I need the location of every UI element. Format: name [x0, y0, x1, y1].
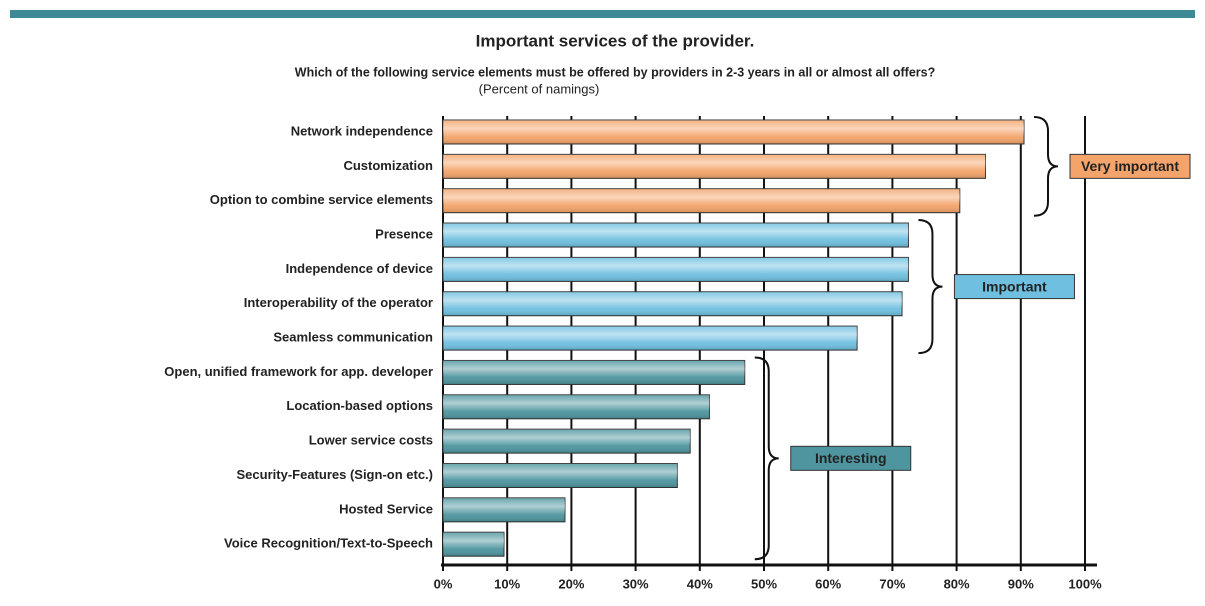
legend-box: [790, 445, 912, 471]
legend-box: [1069, 153, 1191, 179]
y-tick-label: Seamless communication: [273, 330, 433, 345]
legend-label: Interesting: [815, 450, 887, 466]
top-rule: [10, 10, 1195, 18]
legend-label: Important: [982, 278, 1047, 294]
bar: [442, 153, 986, 179]
x-tick-label: 80%: [944, 576, 970, 591]
x-tick-label: 90%: [1008, 576, 1034, 591]
bar: [442, 119, 1025, 145]
x-tick-label: 60%: [815, 576, 841, 591]
x-tick-label: 30%: [623, 576, 649, 591]
y-tick-label: Open, unified framework for app. develop…: [164, 364, 433, 379]
y-tick-label: Hosted Service: [339, 501, 433, 516]
x-tick-label: 0%: [434, 576, 453, 591]
y-tick-label: Security-Features (Sign-on etc.): [237, 467, 433, 482]
bar: [442, 222, 909, 248]
legend-box: [953, 274, 1075, 300]
x-tick-label: 20%: [558, 576, 584, 591]
bar: [442, 531, 505, 557]
y-tick-label: Option to combine service elements: [210, 192, 433, 207]
x-tick-label: 40%: [687, 576, 713, 591]
x-tick-label: 10%: [494, 576, 520, 591]
y-tick-label: Voice Recognition/Text-to-Speech: [224, 536, 433, 551]
bar: [442, 394, 710, 420]
bar: [442, 359, 746, 385]
y-tick-label: Location-based options: [286, 398, 433, 413]
x-tick-label: 50%: [751, 576, 777, 591]
bar: [442, 428, 691, 454]
bracket: [918, 219, 943, 355]
chart-subtitle: Which of the following service elements …: [295, 65, 935, 79]
bar: [442, 325, 858, 351]
bar: [442, 463, 678, 488]
legend-label: Very important: [1081, 158, 1179, 174]
bracket: [1033, 116, 1059, 217]
bar: [442, 291, 903, 317]
bar: [442, 497, 566, 523]
y-tick-label: Network independence: [291, 123, 433, 138]
y-tick-label: Customization: [343, 158, 433, 173]
y-tick-label: Lower service costs: [309, 433, 433, 448]
x-tick-label: 100%: [1068, 576, 1102, 591]
bracket: [754, 356, 779, 561]
y-tick-label: Independence of device: [286, 261, 433, 276]
chart-title: Important services of the provider.: [476, 31, 755, 50]
unit-note: (Percent of namings): [479, 81, 600, 96]
bar: [442, 256, 909, 282]
y-tick-label: Interoperability of the operator: [244, 295, 433, 310]
y-tick-label: Presence: [375, 226, 433, 241]
x-tick-label: 70%: [879, 576, 905, 591]
bar: [442, 188, 961, 214]
